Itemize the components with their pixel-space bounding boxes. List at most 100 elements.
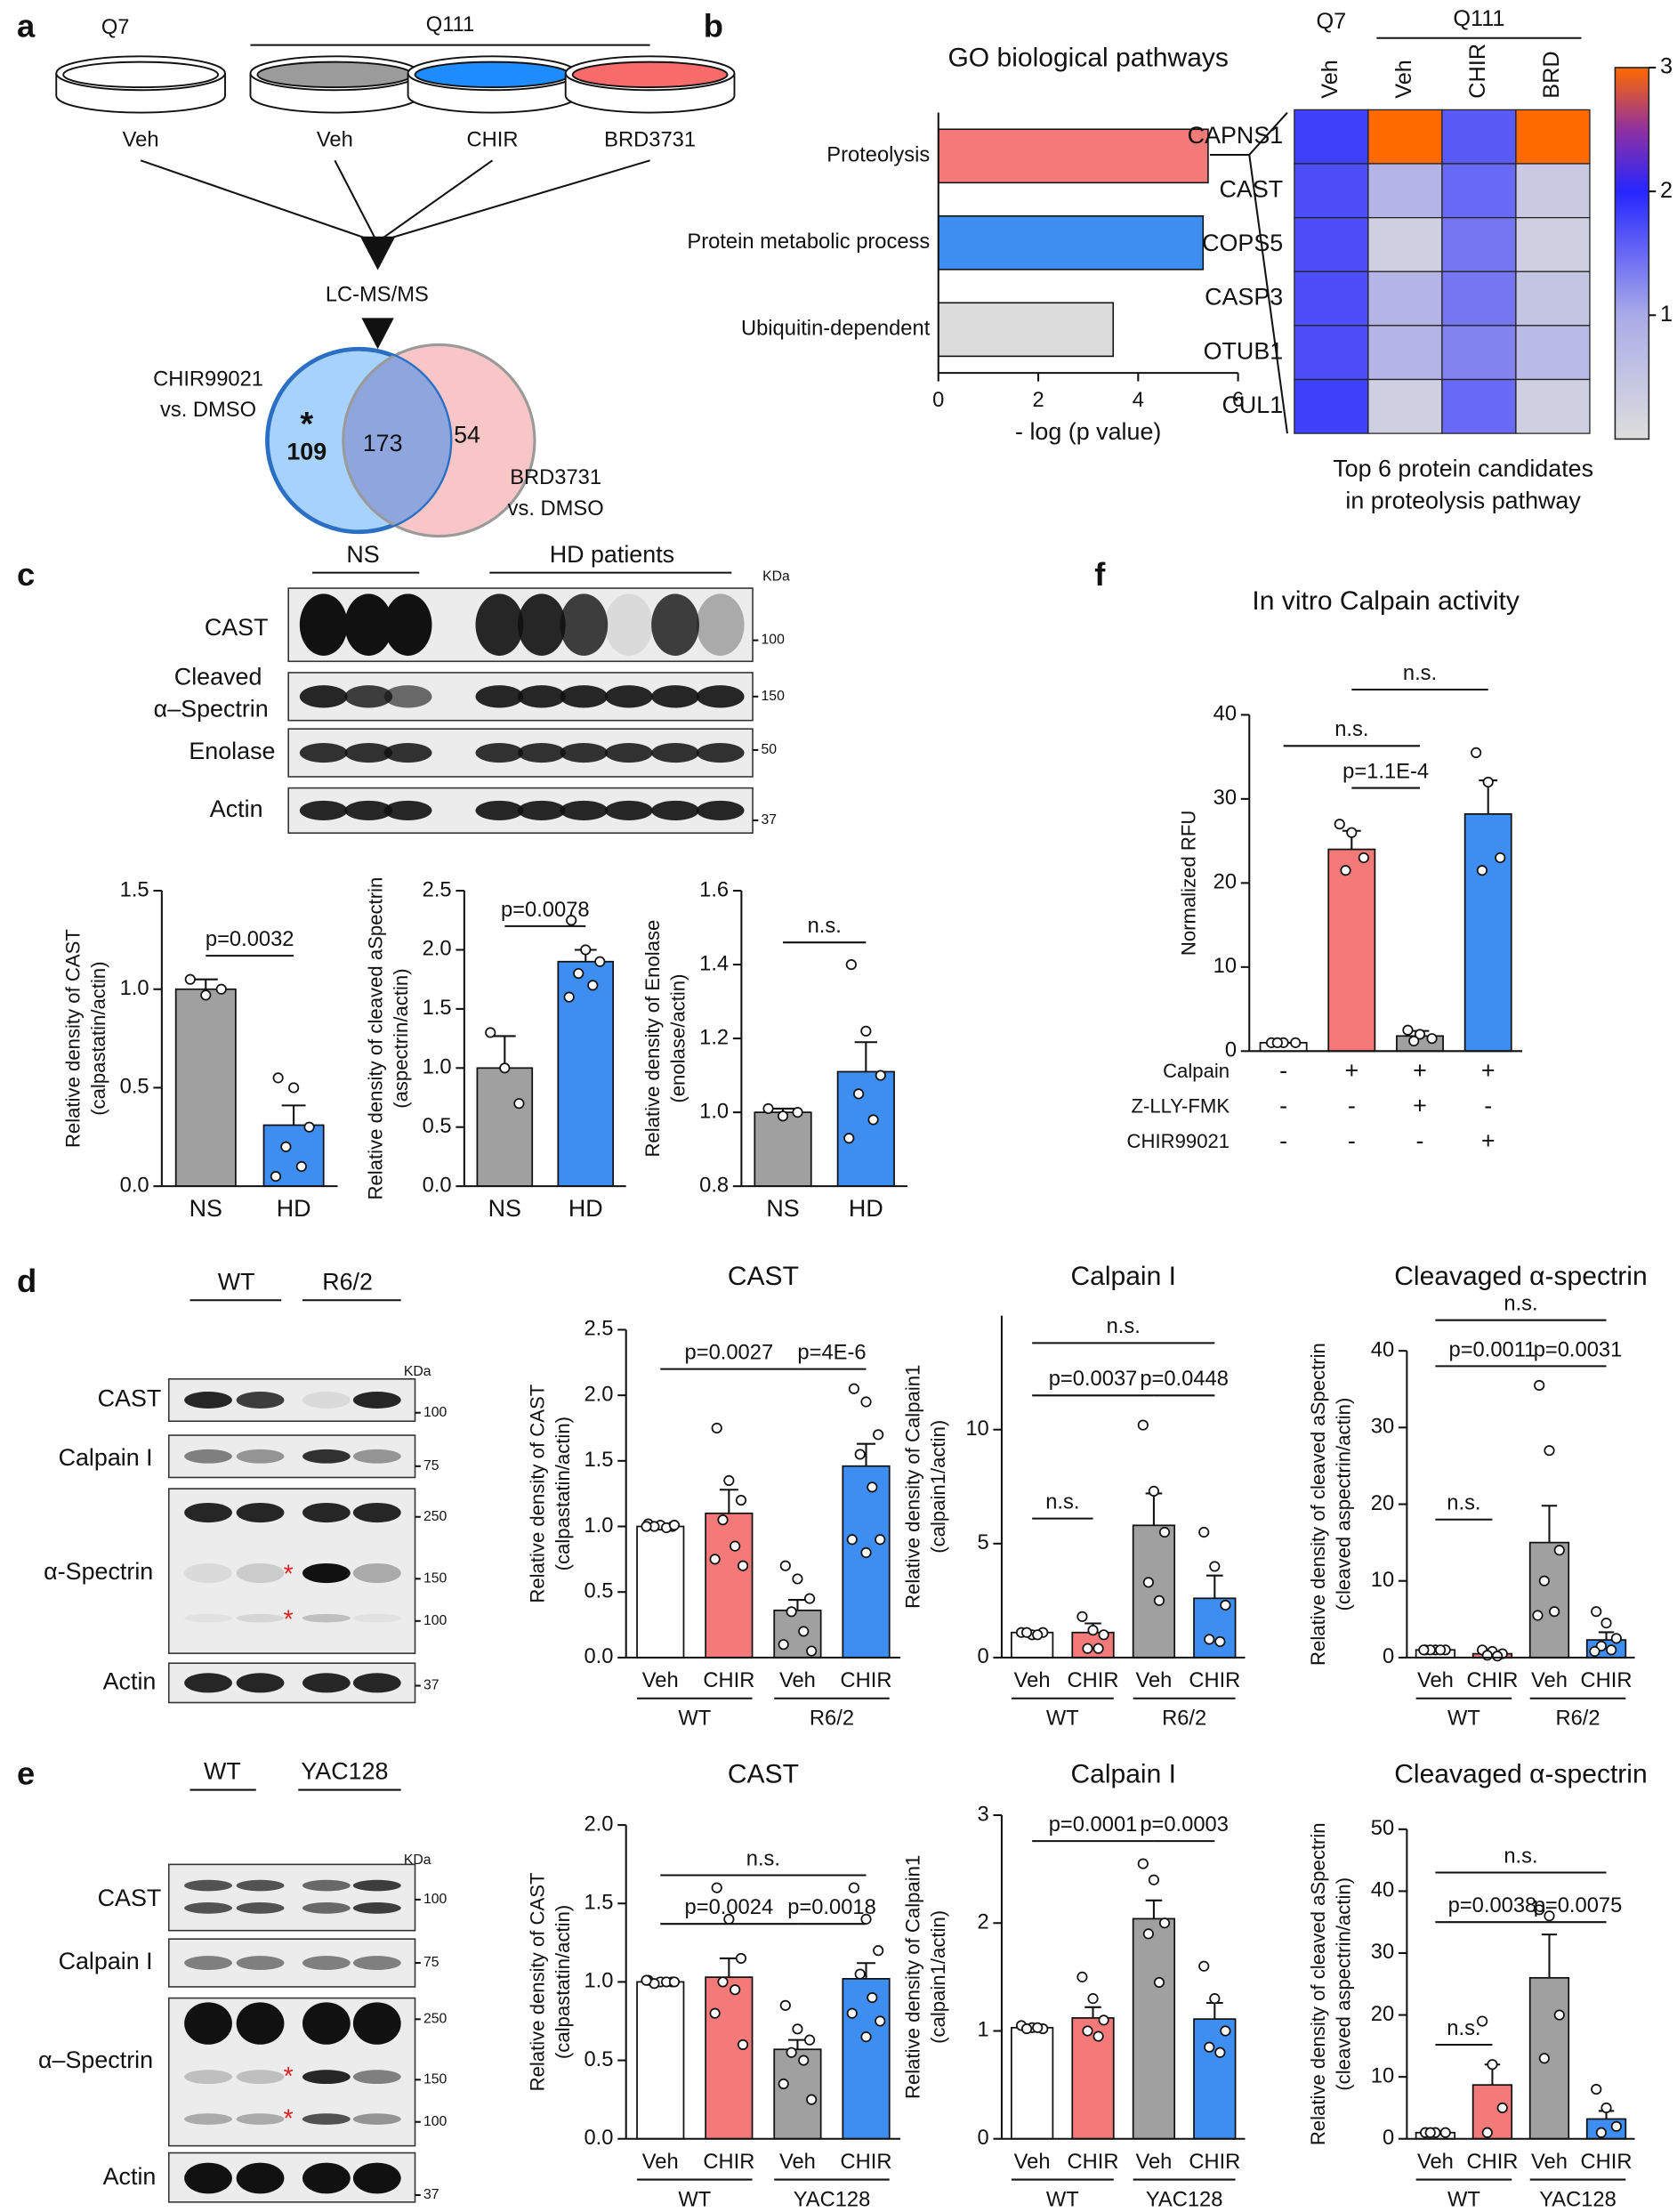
heat-cell [1515, 109, 1591, 165]
blot-band [651, 685, 699, 708]
data-point [288, 1082, 300, 1094]
blot-band [236, 2002, 285, 2045]
blot-band [236, 2113, 285, 2125]
heat-cell [1294, 270, 1369, 327]
blot-band [604, 800, 653, 820]
column-label: CHIR [1465, 44, 1490, 99]
data-point [303, 1121, 315, 1133]
bar [773, 2048, 822, 2140]
kda-label: KDa [404, 1853, 431, 1868]
blot-band [517, 685, 566, 708]
y-tick-label: 40 [1213, 703, 1237, 726]
y-axis-label: Relative density of cleaved aSpectrin [1307, 1822, 1329, 2145]
y-tick-label: 0 [978, 2127, 989, 2150]
blot-row-label: CAST [98, 1885, 162, 1911]
condition-label: Veh [317, 128, 353, 151]
venn-label: vs. DMSO [160, 399, 256, 422]
chart-title: In vitro Calpain activity [1252, 586, 1519, 616]
heat-cell [1294, 216, 1369, 272]
venn [265, 343, 536, 538]
data-point [1209, 1561, 1221, 1572]
chart-title: CAST [728, 1760, 799, 1789]
group-label: WT [678, 2189, 711, 2212]
x-tick-label: CHIR [1189, 1669, 1240, 1692]
group-label: WT [1447, 2189, 1480, 2212]
bar [836, 1070, 895, 1188]
bar [842, 1465, 891, 1659]
data-point [843, 1133, 855, 1144]
x-tick-label: CHIR [1581, 2151, 1633, 2174]
data-point [709, 2007, 721, 2019]
blot-group-label: R6/2 [322, 1268, 373, 1295]
blot-band [302, 2162, 351, 2194]
x-tick-label: CHIR [841, 2151, 892, 2174]
significance-label: n.s. [1045, 1490, 1079, 1514]
data-point [1076, 1611, 1088, 1622]
blot-band [302, 1902, 351, 1914]
bar [174, 988, 237, 1188]
data-point [1158, 1526, 1171, 1538]
data-point [798, 2055, 810, 2066]
group-label: YAC128 [1146, 2189, 1223, 2212]
blot-band [184, 2162, 232, 2194]
data-point [1204, 1634, 1215, 1645]
data-point [792, 1107, 803, 1118]
data-point [1591, 2083, 1602, 2095]
blot-band [560, 685, 609, 708]
colorbar-tick-label: 1 [1660, 302, 1673, 327]
blot-band [604, 685, 653, 708]
venn-label: vs. DMSO [508, 497, 604, 521]
blot-band [184, 1879, 232, 1892]
significance-label: p=0.0037 [1049, 1368, 1138, 1391]
data-point [867, 1991, 878, 2004]
connector [1209, 111, 1288, 434]
data-point [272, 1072, 284, 1084]
y-tick-label: 10 [1371, 2064, 1394, 2087]
data-point [786, 2047, 797, 2058]
data-point [711, 1422, 722, 1434]
data-point [1092, 2030, 1104, 2042]
x-tick-label: 6 [1232, 389, 1244, 412]
y-tick-label: 2.0 [423, 938, 452, 961]
data-point [1495, 852, 1506, 864]
blot-band [560, 743, 609, 763]
data-point [1402, 1024, 1414, 1036]
band-star: * [284, 2105, 294, 2134]
x-tick-label: CHIR [1068, 1669, 1119, 1692]
data-point [594, 956, 606, 967]
blot-band [236, 1956, 285, 1970]
data-point [778, 2078, 789, 2090]
x-tick-label: CHIR [1068, 2151, 1119, 2174]
bar [1132, 1524, 1176, 1659]
significance-label: p=4E-6 [797, 1342, 866, 1365]
y-tick-label: 0.5 [423, 1115, 452, 1138]
data-point [1553, 2009, 1565, 2021]
y-axis-label: (cleaved aspectrin/actin) [1333, 1877, 1355, 2091]
y-tick-label: 30 [1213, 787, 1237, 810]
blot-band [696, 685, 745, 708]
blot-band [302, 1562, 351, 1584]
data-point [1021, 2022, 1033, 2035]
data-point [1482, 776, 1494, 788]
data-point [1153, 1976, 1165, 1989]
panel-a: a Q7 Q111 Veh Veh CHIR BRD3731 LC-MS/MS … [17, 7, 736, 538]
data-point [1487, 2059, 1498, 2071]
blot-group-label: YAC128 [301, 1758, 388, 1785]
group-label: R6/2 [1555, 1707, 1600, 1731]
data-point [873, 1945, 884, 1957]
data-point [280, 1141, 292, 1152]
x-tick-label: CHIR [1466, 2151, 1518, 2174]
group-label: YAC128 [794, 2189, 871, 2212]
panel-label: a [17, 7, 36, 44]
blot-band [236, 1879, 285, 1892]
heat-cell [1294, 163, 1369, 219]
venn-label: BRD3731 [510, 466, 601, 489]
blot-band [236, 1902, 285, 1914]
y-tick-label: 0.0 [584, 1645, 613, 1668]
column-group-label: Q7 [1317, 9, 1347, 34]
data-point [1082, 1643, 1093, 1654]
y-axis-label: Relative density of Enolase [641, 920, 664, 1158]
x-tick-label: Veh [1135, 2151, 1172, 2174]
heat-cell [1441, 109, 1517, 165]
heat-cell [1367, 109, 1443, 165]
